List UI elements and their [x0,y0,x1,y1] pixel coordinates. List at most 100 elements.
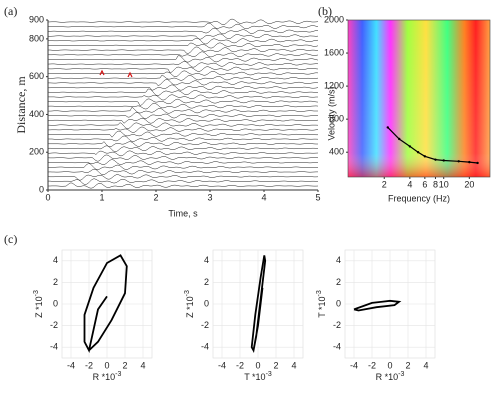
ylabel-label-exp: -3 [33,290,40,296]
y-tick-label: -4 [201,342,209,352]
panel-label: (b) [318,4,332,18]
x-tick-label: 2 [405,360,410,370]
y-tick-label: -2 [333,320,341,330]
x-tick-label: 2 [273,360,278,370]
trace [47,174,319,181]
curve-point [398,137,401,141]
trace [47,55,319,63]
x-tick-label: 4 [140,360,145,370]
particle-motion [353,299,402,312]
y-tick-label: 0 [336,298,341,308]
trace [47,70,319,78]
x-tick-label: -2 [236,360,244,370]
trace [47,150,319,157]
trace [47,154,319,162]
trace [47,168,318,175]
x-axis-label: Time, s [168,208,198,218]
x-tick-label: 0 [255,360,260,370]
x-axis-label: Frequency (Hz) [388,193,450,203]
trace [47,42,319,49]
x-tick-label: 10 [439,179,449,189]
curve-point [442,159,445,162]
trace [48,112,319,119]
ylabel-label: T *10-3 [316,290,328,318]
trace [48,135,319,142]
trace [48,106,318,114]
trace [47,33,319,40]
y-tick-label: 200 [29,147,44,157]
curve-point [457,160,460,163]
y-tick-label: 600 [29,71,44,81]
plot-frame [347,19,491,178]
trace [47,102,319,110]
trace [48,178,319,185]
trace [47,163,318,170]
ylabel-label: Z *10-3 [33,290,45,318]
x-tick-label: 5 [315,192,320,202]
curve-point [434,158,437,161]
xlabel-label: R *10-3 [376,371,405,383]
xlabel-label-base: T *10 [244,372,265,382]
x-tick-label: 0 [45,192,50,202]
curve-point [423,155,427,158]
curve-point [476,161,479,165]
y-tick-label: 900 [29,14,44,24]
x-tick-label: -4 [67,360,75,370]
trace [47,37,319,45]
x-tick-label: 4 [423,360,428,370]
panel-label: (c) [4,232,17,246]
xlabel-label-exp: -3 [115,371,121,378]
trace [48,126,319,133]
trace [48,182,319,189]
y-tick-label: 400 [329,147,344,157]
x-tick-label: -2 [85,360,93,370]
xlabel-label-base: R *10 [376,372,399,382]
particle-motion [83,254,128,354]
trace [47,145,319,153]
x-tick-label: 8 [433,179,438,189]
y-tick-label: 400 [29,109,44,119]
trace [47,118,319,124]
trace [48,79,319,86]
curve-point [416,151,420,154]
ylabel-label-base: Z *10 [185,296,195,318]
trace [47,159,319,165]
x-tick-label: 4 [407,179,412,189]
x-tick-label: 3 [207,192,212,202]
trace [48,94,318,101]
panel-label: (a) [4,4,17,18]
xlabel-label-exp: -3 [266,371,272,378]
x-tick-label: -2 [368,360,376,370]
trace [47,61,319,68]
trace [47,66,319,74]
trace [48,51,319,58]
trace [47,22,319,30]
curve-point [386,126,389,129]
trace [47,88,319,96]
pick-mark [127,71,133,78]
trace [48,141,318,148]
trace [48,74,319,81]
y-tick-label: 0 [204,298,209,308]
curve-point [468,160,471,164]
y-tick-label: 1200 [324,80,344,90]
curve-point [408,145,412,148]
ylabel-label-exp: -3 [316,290,323,296]
y-tick-label: 800 [329,114,344,124]
x-tick-label: 4 [291,360,296,370]
y-tick-label: 800 [29,33,44,43]
ylabel-label: Z *10-3 [184,290,196,318]
ylabel-label-exp: -3 [184,290,191,296]
trace [47,122,319,129]
trace [47,18,319,25]
xlabel-label-base: R *10 [93,372,116,382]
y-tick-label: -4 [50,342,58,352]
y-tick-label: 4 [204,255,209,265]
y-tick-label: 2 [336,277,341,287]
x-tick-label: -4 [218,360,226,370]
trace [47,130,318,138]
y-tick-label: 0 [53,298,58,308]
trace [47,27,319,35]
x-tick-label: -4 [350,360,358,370]
